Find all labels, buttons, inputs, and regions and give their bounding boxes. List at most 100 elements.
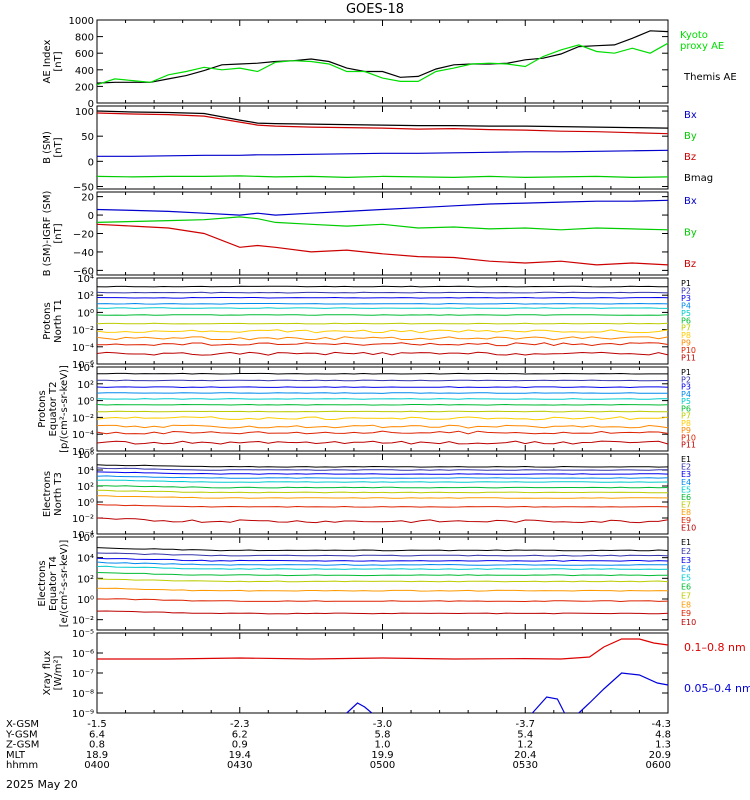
legend-bz: Bz <box>684 152 696 163</box>
y-tick-label: 10⁰ <box>77 308 94 319</box>
y-axis-label: [nT] <box>53 223 64 243</box>
channel-label-p8: P8 <box>681 419 691 428</box>
channel-label-p4: P4 <box>681 301 691 310</box>
y-tick-label: 10⁻⁴ <box>72 530 94 541</box>
footer-row-value: 0.9 <box>232 740 248 751</box>
footer-row-value: 1.2 <box>517 740 533 751</box>
channel-line-e4 <box>96 475 669 479</box>
channel-line-e8 <box>97 495 668 499</box>
y-tick-label: 600 <box>75 49 94 60</box>
xray-line-1 <box>346 702 373 714</box>
legend-by: By <box>684 228 697 239</box>
footer-row-value: 0430 <box>227 760 252 771</box>
channel-line-p9 <box>96 424 669 429</box>
channel-line-e9 <box>96 598 669 603</box>
y-tick-label: 100 <box>75 107 94 118</box>
channel-line-p9 <box>96 336 669 341</box>
channel-line-p7 <box>96 322 669 325</box>
legend-bz: Bz <box>684 259 696 270</box>
y-tick-label: 10⁻⁸ <box>72 689 94 700</box>
channel-label-p6: P6 <box>681 404 691 413</box>
y-tick-label: 10² <box>77 291 94 302</box>
channel-label-e2: E2 <box>681 547 691 556</box>
y-axis-label: North T1 <box>53 299 64 343</box>
channel-line-p5 <box>96 398 668 400</box>
y-axis-label: Protons <box>37 390 48 427</box>
y-axis-label: Electrons <box>37 560 48 606</box>
y-tick-label: 200 <box>75 82 94 93</box>
y-axis-label: [nT] <box>53 51 64 71</box>
channel-label-e2: E2 <box>681 463 691 472</box>
legend-bmag: Bmag <box>684 173 713 184</box>
channel-line-p3 <box>96 296 669 299</box>
channel-line-p1 <box>96 285 669 288</box>
channel-line-e9 <box>96 504 669 508</box>
channel-label-e8: E8 <box>681 508 691 517</box>
footer-row-value: 5.4 <box>517 729 533 740</box>
footer-row-value: 0500 <box>370 760 395 771</box>
channel-line-e1 <box>96 464 669 468</box>
channel-line-e7 <box>96 489 668 494</box>
channel-line-p2 <box>96 291 669 294</box>
footer-row-value: 0600 <box>646 760 671 771</box>
y-tick-label: 10⁻² <box>72 616 94 627</box>
channel-label-p1: P1 <box>681 368 691 377</box>
series-line-themis-ae <box>96 30 669 84</box>
y-axis-label: Protons <box>42 302 53 339</box>
panel-frame <box>96 277 669 365</box>
channel-line-e3 <box>96 557 669 562</box>
channel-line-p6 <box>96 314 669 316</box>
footer-row-value: -1.5 <box>87 719 107 730</box>
channel-label-p8: P8 <box>681 331 691 340</box>
y-tick-label: 0 <box>88 99 94 110</box>
y-tick-label: 10⁻² <box>72 514 94 525</box>
xray-line-0 <box>97 638 669 660</box>
y-tick-label: 20 <box>81 193 94 204</box>
series-line-bx <box>97 149 669 157</box>
footer-row-value: 20.9 <box>649 750 671 761</box>
channel-line-e8 <box>96 587 669 592</box>
y-tick-label: 10⁻² <box>72 326 94 337</box>
channel-line-e6 <box>96 485 669 489</box>
y-tick-label: 400 <box>75 66 94 77</box>
y-tick-label: 10⁶ <box>77 450 94 461</box>
channel-label-e4: E4 <box>681 478 691 487</box>
y-tick-label: 10⁶ <box>77 533 94 544</box>
y-tick-label: 10⁴ <box>77 554 94 565</box>
footer-row-value: 19.9 <box>371 750 393 761</box>
y-tick-label: 10⁻⁹ <box>72 709 94 720</box>
y-axis-label: Equator T4 <box>48 556 59 611</box>
channel-label-e3: E3 <box>681 470 691 479</box>
legend-bx: Bx <box>684 196 697 207</box>
series-line-bmag <box>96 110 669 129</box>
y-tick-label: 10⁻⁶ <box>72 447 94 458</box>
y-axis-label: Equator T2 <box>48 382 59 437</box>
y-tick-label: 10⁻⁶ <box>72 360 94 371</box>
channel-label-p9: P9 <box>681 426 691 435</box>
footer-row-value: 5.8 <box>375 729 391 740</box>
channel-label-e9: E9 <box>681 609 691 618</box>
channel-line-p2 <box>96 379 669 382</box>
footer-row-value: 6.4 <box>89 729 105 740</box>
y-tick-label: 10⁻⁵ <box>72 629 94 640</box>
channel-line-e3 <box>96 471 669 475</box>
channel-label-p11: P11 <box>681 441 696 450</box>
footer-row-label: Z-GSM <box>6 740 39 751</box>
channel-line-e10 <box>96 517 669 524</box>
panel-frame <box>96 366 669 452</box>
y-tick-label: 10⁴ <box>77 274 94 285</box>
channel-line-p11 <box>96 351 669 356</box>
channel-line-e6 <box>96 572 668 577</box>
series-line-bz <box>96 112 669 135</box>
footer-row-value: 1.0 <box>375 740 391 751</box>
channel-line-p10 <box>97 342 669 347</box>
series-line-bx <box>96 199 669 216</box>
channel-label-p10: P10 <box>681 346 696 355</box>
y-tick-label: 10⁻² <box>72 413 94 424</box>
y-tick-label: 10² <box>77 380 94 391</box>
footer-row-value: 1.3 <box>655 740 671 751</box>
y-tick-label: 1000 <box>69 16 94 27</box>
y-tick-label: 50 <box>81 132 94 143</box>
y-tick-label: −50 <box>73 182 94 193</box>
